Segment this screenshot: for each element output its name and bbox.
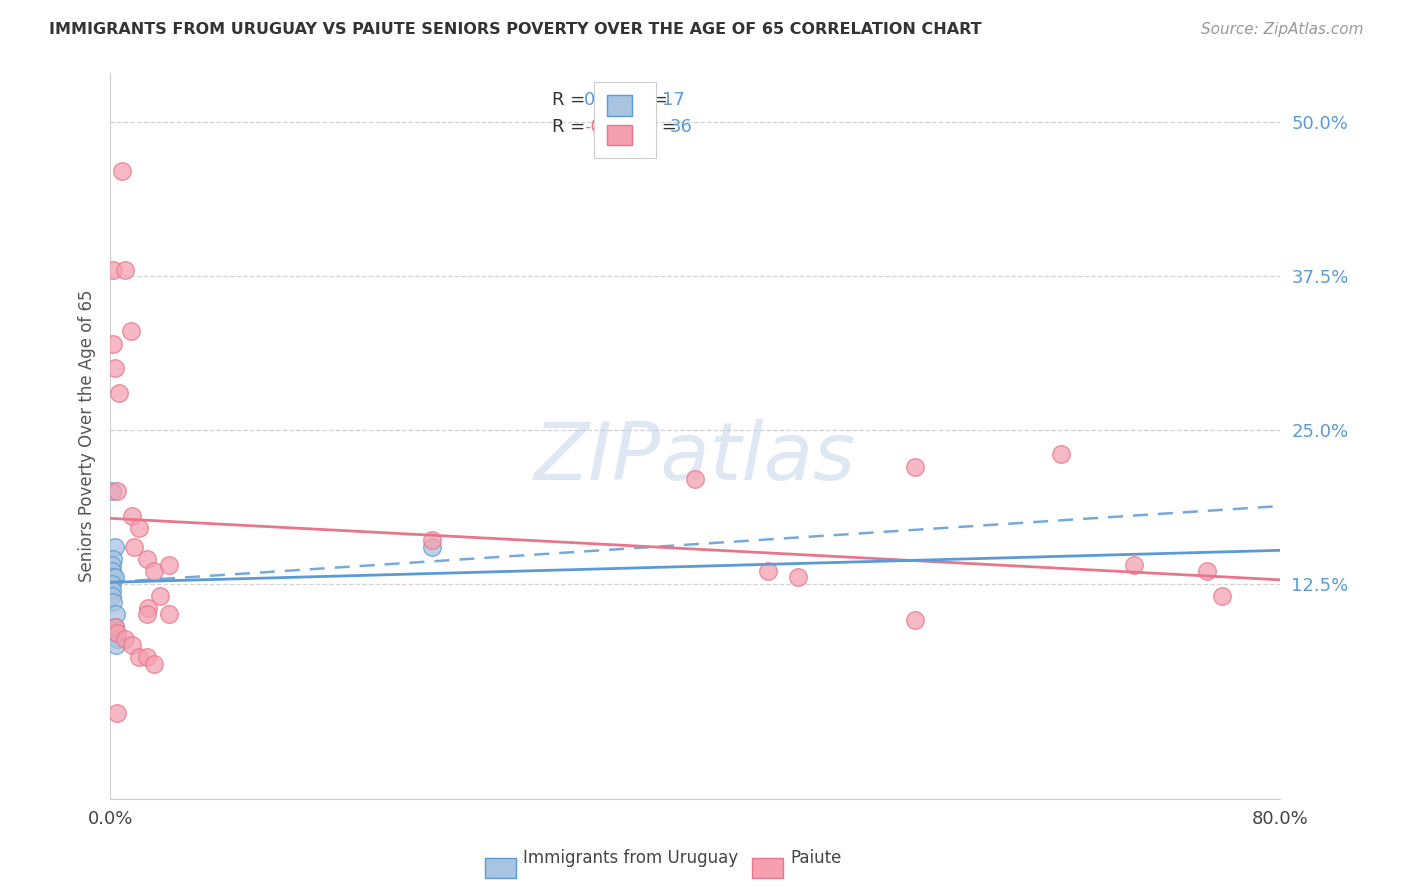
Point (111, 164, 134, 178)
Point (100, 564, 122, 578)
Point (101, 595, 124, 609)
Point (904, 614, 927, 628)
Point (100, 558, 122, 572)
Point (149, 589, 172, 603)
Point (103, 619, 125, 633)
Text: Immigrants from Uruguay: Immigrants from Uruguay (523, 849, 738, 867)
Y-axis label: Seniors Poverty Over the Age of 65: Seniors Poverty Over the Age of 65 (79, 290, 96, 582)
Point (100, 484, 122, 499)
Point (128, 650, 150, 665)
Point (107, 484, 129, 499)
Point (114, 262, 136, 277)
Point (1211, 589, 1233, 603)
Point (103, 361, 125, 376)
Point (107, 625, 129, 640)
Point (128, 521, 150, 535)
Text: 17: 17 (662, 91, 685, 109)
Text: N =: N = (621, 91, 673, 109)
Point (101, 336, 124, 351)
Point (105, 607, 128, 622)
Point (157, 607, 180, 622)
Point (108, 385, 131, 400)
Point (135, 552, 157, 566)
Point (157, 558, 180, 572)
Text: -0.114: -0.114 (583, 119, 641, 136)
Point (103, 570, 125, 584)
Point (135, 650, 157, 665)
Point (758, 564, 780, 578)
Text: N =: N = (631, 119, 682, 136)
Point (122, 540, 145, 554)
Text: ZIPatlas: ZIPatlas (534, 418, 856, 497)
Point (420, 540, 443, 554)
Text: Source: ZipAtlas.com: Source: ZipAtlas.com (1201, 22, 1364, 37)
Point (135, 607, 157, 622)
Point (103, 540, 125, 554)
Point (143, 564, 166, 578)
Legend: , : , (595, 82, 655, 158)
Point (120, 324, 142, 338)
Point (136, 601, 159, 615)
Point (103, 619, 125, 633)
Point (101, 552, 124, 566)
Point (101, 262, 124, 277)
Point (683, 472, 706, 486)
Text: R =: R = (553, 119, 592, 136)
Point (100, 625, 122, 640)
Point (786, 570, 808, 584)
Point (1050, 447, 1073, 461)
Text: 36: 36 (669, 119, 692, 136)
Point (105, 638, 128, 652)
Point (100, 582, 122, 597)
Point (100, 576, 122, 591)
Point (420, 533, 443, 548)
Text: 0.086: 0.086 (583, 91, 636, 109)
Point (1123, 558, 1146, 572)
Point (904, 459, 927, 474)
Point (1197, 564, 1219, 578)
Text: Paiute: Paiute (790, 849, 842, 867)
Point (114, 632, 136, 646)
Text: IMMIGRANTS FROM URUGUAY VS PAIUTE SENIORS POVERTY OVER THE AGE OF 65 CORRELATION: IMMIGRANTS FROM URUGUAY VS PAIUTE SENIOR… (49, 22, 981, 37)
Point (101, 589, 124, 603)
Point (107, 706, 129, 720)
Text: R =: R = (553, 91, 592, 109)
Point (101, 570, 124, 584)
Point (143, 657, 166, 671)
Point (121, 638, 143, 652)
Point (107, 632, 129, 646)
Point (121, 508, 143, 523)
